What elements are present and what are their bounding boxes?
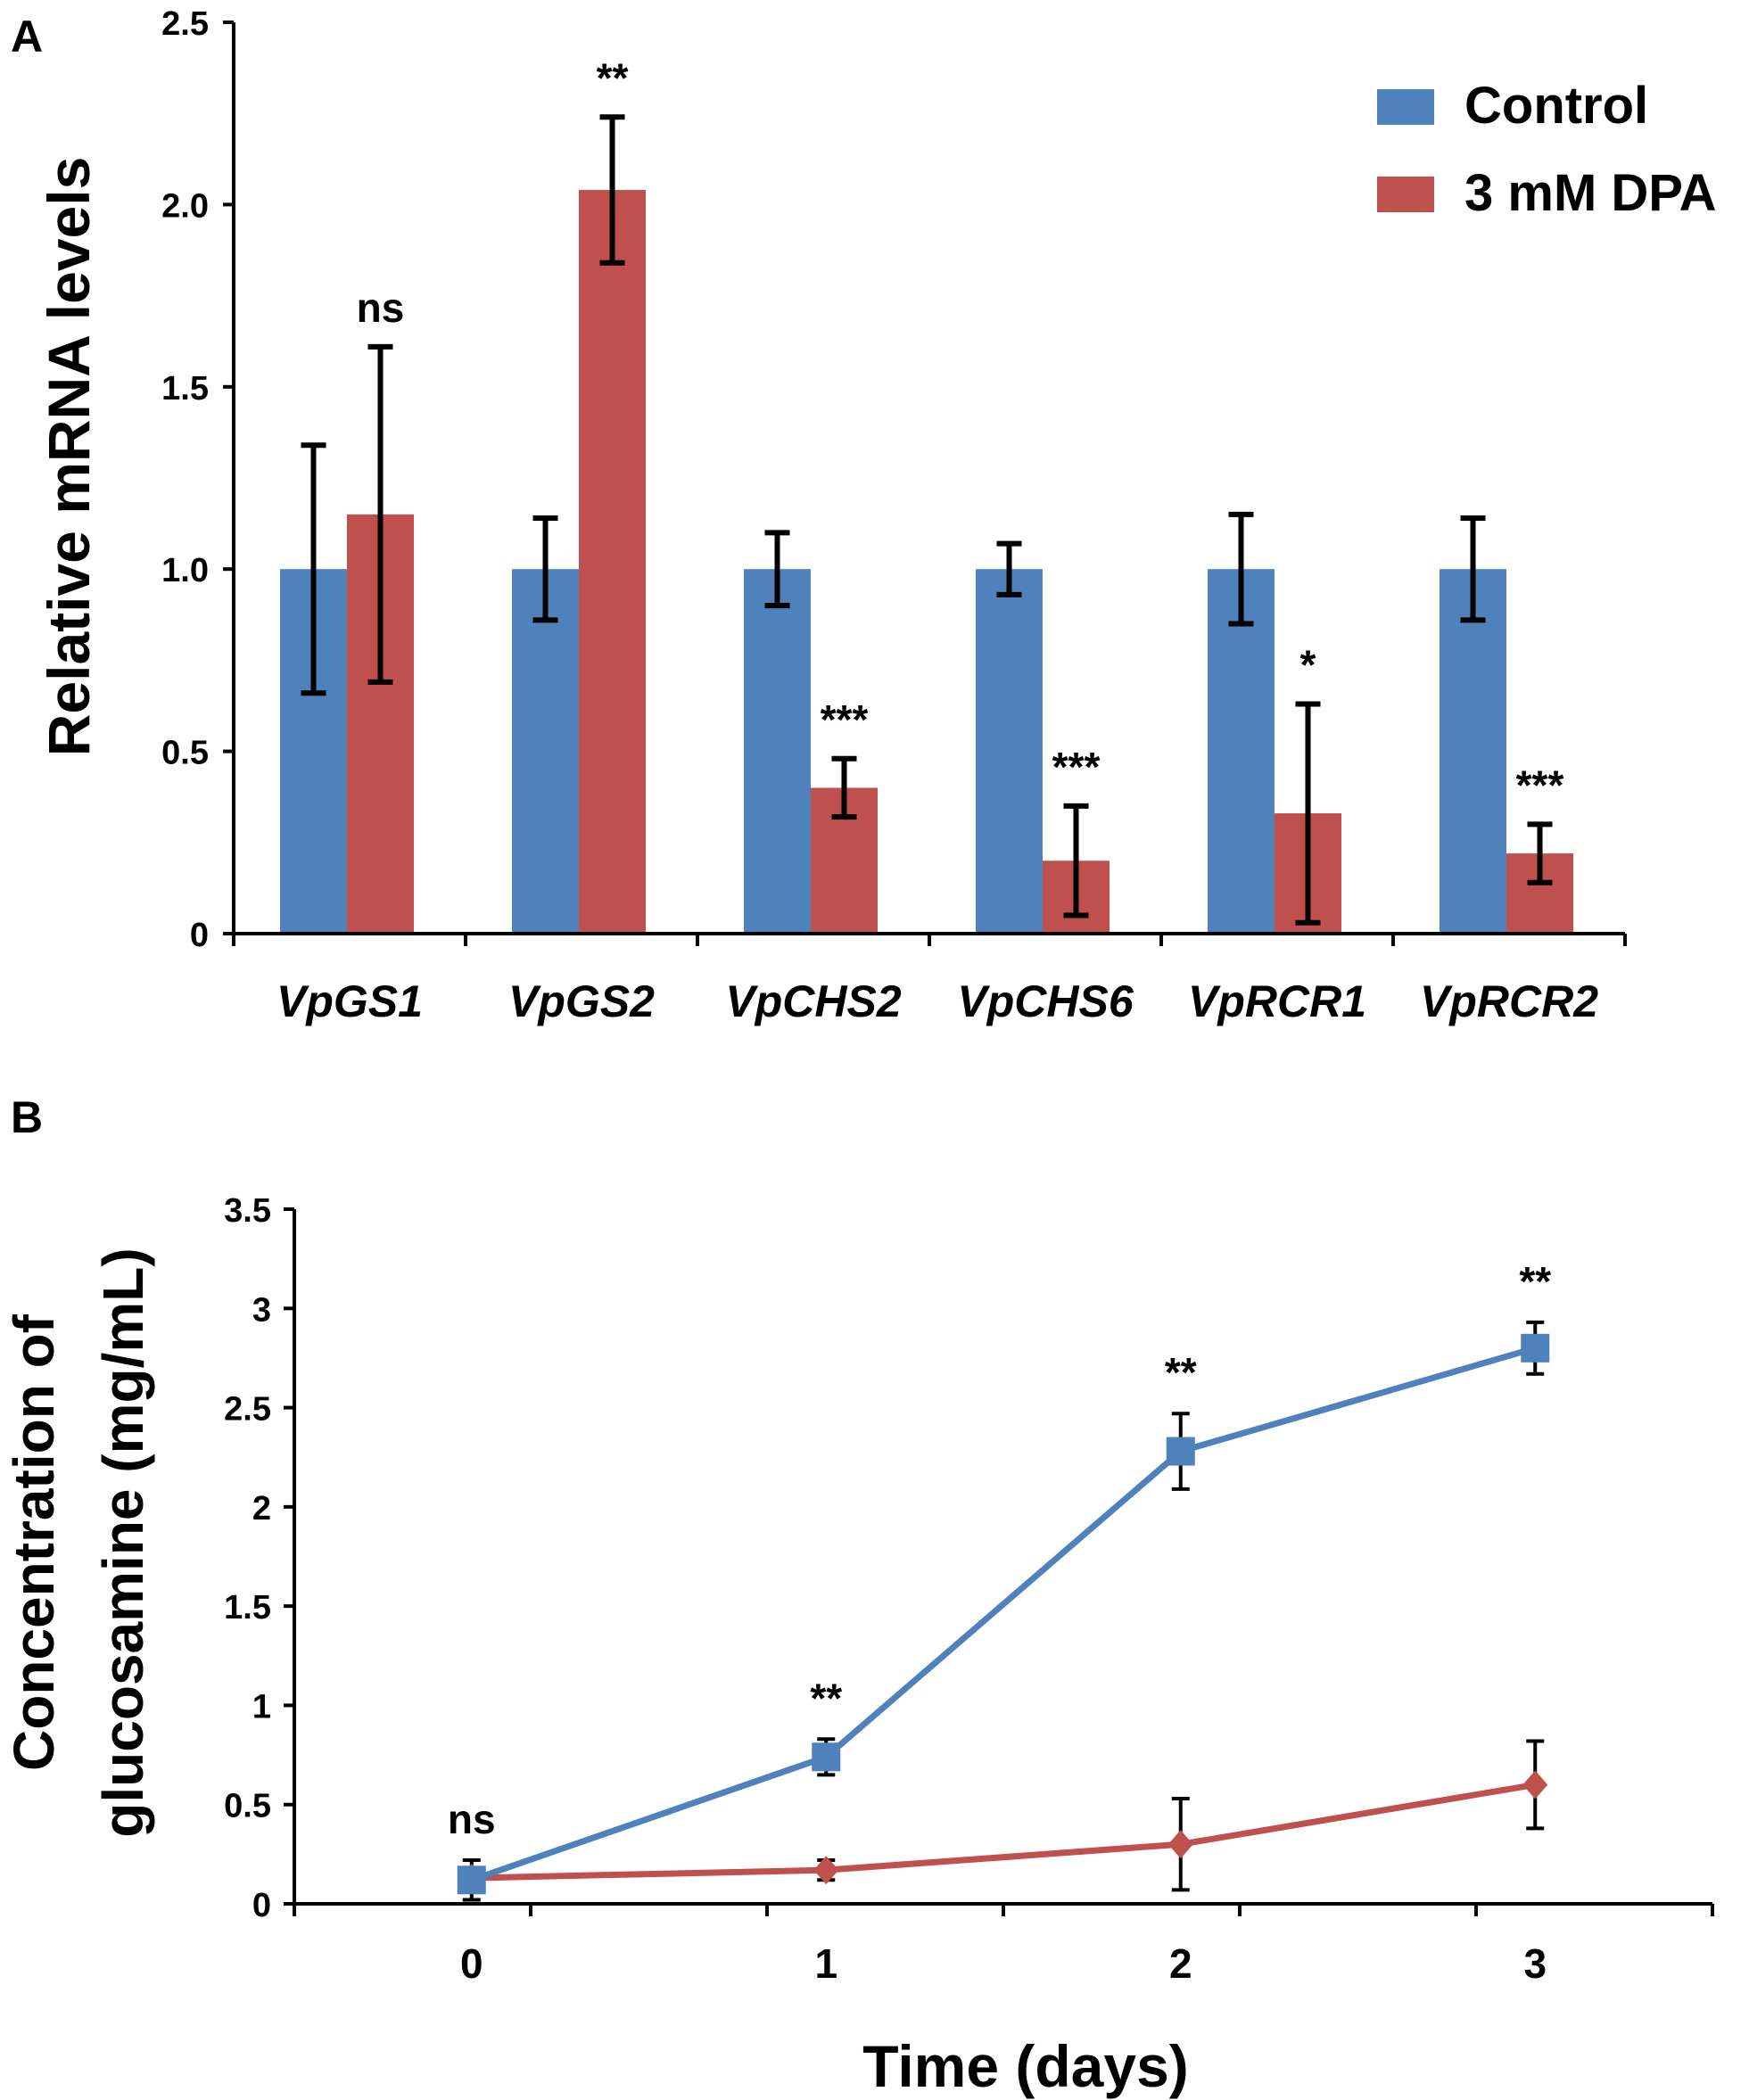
significance-label: ns [357, 284, 405, 331]
data-point-dpa [813, 1856, 839, 1885]
panel-a-y-tick-label: 0 [190, 917, 209, 954]
legend-swatch-dpa [1377, 177, 1434, 212]
panel-b-x-tick-label: 3 [1523, 1940, 1547, 1987]
panel-b-x-tick-label: 1 [814, 1940, 837, 1987]
significance-label: *** [1052, 744, 1101, 790]
panel-b-y-tick-label: 3 [252, 1291, 271, 1329]
series-line-dpa [471, 1782, 1536, 1882]
panel-b-y-tick-label: 2 [252, 1490, 271, 1528]
panel-b-y-axis-title-line1: Concentration of [2, 1314, 66, 1771]
panel-a-y-tick-label: 0.5 [161, 735, 209, 772]
bar-control [1208, 569, 1275, 934]
panel-b-y-tick-label: 2.5 [224, 1391, 271, 1429]
panel-b-y-tick-label: 3.5 [224, 1192, 271, 1230]
panel-b-y-axis-title-line2: glucosamine (mg/mL) [91, 1248, 155, 1837]
panel-b-x-tick-label: 2 [1169, 1940, 1192, 1987]
panel-b-y-tick-label: 0.5 [224, 1788, 271, 1825]
bar-dpa [579, 190, 646, 935]
panel-a-y-tick-label: 1.0 [161, 552, 209, 589]
panel-b-y-tick-label: 1 [252, 1688, 271, 1725]
category-label: VpCHS6 [957, 976, 1134, 1026]
legend-label-dpa: 3 mM DPA [1464, 164, 1717, 222]
legend: Control 3 mM DPA [1377, 77, 1717, 222]
significance-label: *** [1516, 762, 1564, 808]
significance-label: ** [1519, 1258, 1551, 1305]
panel-b-y-tick-label: 1.5 [224, 1589, 271, 1626]
significance-label: * [1300, 641, 1316, 688]
significance-label: ns [448, 1796, 496, 1842]
panel-a-y-axis-title: Relative mRNA levels [36, 157, 102, 757]
panel-a-y-tick-label: 1.5 [161, 370, 209, 408]
legend-label-control: Control [1464, 77, 1648, 135]
data-point-control [457, 1865, 486, 1895]
category-label: VpGS1 [276, 976, 423, 1026]
panel-b-label: B [11, 1092, 43, 1142]
panel-b-y-tick-label: 0 [252, 1887, 271, 1924]
bar-control [744, 569, 811, 934]
data-point-control [812, 1742, 841, 1772]
category-label: VpRCR1 [1188, 976, 1366, 1026]
panel-a-label: A [11, 12, 43, 62]
panel-a-chart: A Relative mRNA levels 00.51.01.52.02.5 … [11, 5, 1717, 1026]
category-label: VpCHS2 [725, 976, 901, 1026]
bar-control [512, 569, 579, 934]
panel-b-x-axis-title: Time (days) [862, 2033, 1189, 2099]
panel-b-x-tick-label: 0 [460, 1940, 483, 1987]
series-line-control [470, 1345, 1537, 1883]
data-point-dpa [1522, 1770, 1548, 1799]
bar-control [976, 569, 1043, 934]
data-point-control [1521, 1333, 1550, 1363]
panel-b-chart: B Concentration of glucosamine (mg/mL) T… [2, 1092, 1714, 2099]
category-label: VpRCR2 [1420, 976, 1598, 1026]
panel-a-y-tick-label: 2.5 [161, 5, 209, 43]
data-point-control [1166, 1437, 1195, 1466]
significance-label: ** [597, 54, 629, 101]
data-point-dpa [1167, 1830, 1193, 1859]
significance-label: ** [810, 1675, 842, 1721]
panel-a-y-tick-label: 2.0 [161, 187, 209, 225]
category-label: VpGS2 [508, 976, 655, 1026]
significance-label: *** [821, 696, 869, 743]
legend-swatch-control [1377, 89, 1434, 125]
significance-label: ** [1165, 1349, 1197, 1396]
bar-control [1440, 569, 1506, 934]
